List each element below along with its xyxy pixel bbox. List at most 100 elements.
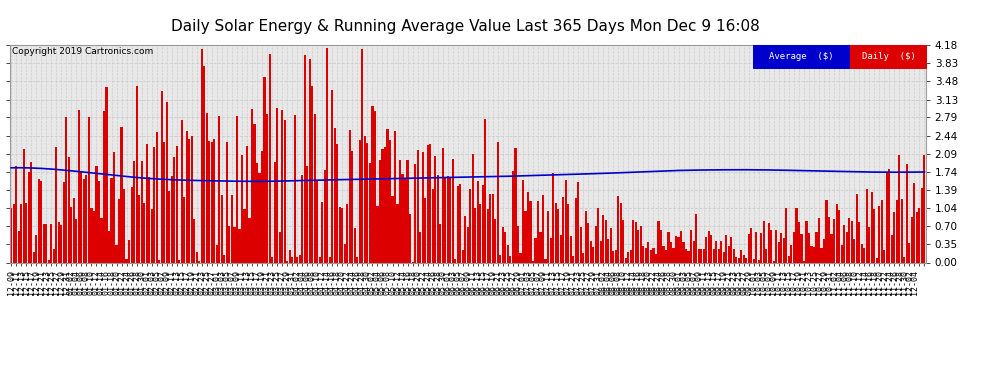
Bar [479, 204, 481, 262]
Bar [750, 228, 752, 262]
Bar [924, 156, 926, 262]
Bar [850, 221, 852, 262]
Bar [623, 220, 625, 262]
Bar [396, 204, 399, 262]
Bar [376, 206, 378, 262]
Bar [628, 252, 630, 262]
Bar [286, 261, 288, 262]
Bar [647, 242, 649, 262]
Bar [314, 114, 316, 262]
Bar [83, 179, 85, 262]
Bar [672, 248, 674, 262]
Bar [845, 232, 847, 262]
Bar [276, 108, 278, 262]
Bar [319, 257, 321, 262]
Bar [88, 117, 90, 262]
Bar [389, 140, 391, 262]
Bar [100, 218, 103, 262]
Bar [440, 224, 442, 262]
Bar [446, 176, 448, 262]
Bar [126, 259, 128, 262]
Bar [288, 250, 291, 262]
Bar [361, 48, 363, 262]
Bar [299, 255, 301, 262]
Bar [919, 208, 921, 262]
Bar [790, 245, 792, 262]
Bar [698, 249, 700, 262]
Bar [685, 249, 687, 262]
Bar [657, 221, 659, 262]
Bar [454, 260, 456, 262]
Bar [466, 227, 469, 262]
Bar [883, 249, 885, 262]
Bar [36, 235, 38, 262]
Bar [451, 159, 453, 262]
Bar [725, 235, 728, 262]
Bar [615, 251, 617, 262]
Bar [610, 228, 612, 262]
Bar [432, 189, 434, 262]
Bar [296, 257, 298, 262]
Bar [33, 252, 35, 262]
Bar [572, 256, 574, 262]
Bar [196, 252, 198, 262]
Bar [760, 234, 762, 262]
Bar [482, 185, 484, 262]
Bar [402, 174, 404, 262]
Bar [327, 48, 329, 262]
Bar [600, 241, 602, 262]
Bar [263, 76, 265, 262]
Bar [783, 238, 785, 262]
Bar [527, 192, 529, 262]
Bar [540, 232, 542, 262]
Bar [853, 239, 855, 262]
Bar [512, 171, 514, 262]
Bar [281, 110, 283, 262]
Bar [208, 141, 211, 262]
Bar [582, 254, 584, 262]
Bar [836, 204, 838, 262]
Bar [464, 216, 466, 262]
Bar [863, 248, 865, 262]
Bar [437, 175, 439, 262]
Bar [649, 250, 652, 262]
Bar [366, 143, 368, 262]
Bar [150, 209, 152, 262]
Bar [803, 261, 805, 262]
Bar [404, 178, 406, 262]
Bar [843, 225, 845, 262]
Bar [168, 191, 170, 262]
Bar [670, 242, 672, 262]
Bar [768, 223, 770, 262]
Bar [881, 200, 883, 262]
Bar [118, 200, 120, 262]
Bar [590, 241, 592, 262]
Bar [339, 207, 341, 262]
Bar [30, 162, 33, 262]
Bar [73, 198, 75, 262]
Bar [417, 150, 419, 262]
Bar [718, 249, 720, 262]
Bar [898, 155, 900, 262]
Bar [487, 209, 489, 262]
Bar [757, 260, 760, 262]
Bar [693, 241, 695, 262]
Bar [70, 207, 72, 262]
Bar [838, 210, 841, 262]
Bar [813, 247, 815, 262]
Bar [342, 208, 344, 262]
Bar [849, 45, 928, 69]
Bar [489, 194, 491, 262]
Bar [153, 147, 155, 262]
Bar [720, 241, 723, 262]
Bar [146, 144, 148, 262]
Bar [680, 231, 682, 262]
Bar [602, 215, 604, 262]
Bar [332, 90, 334, 262]
Bar [911, 217, 913, 262]
Bar [283, 120, 286, 262]
Bar [123, 189, 125, 262]
Bar [23, 149, 25, 262]
Bar [577, 182, 579, 262]
Bar [906, 164, 908, 262]
